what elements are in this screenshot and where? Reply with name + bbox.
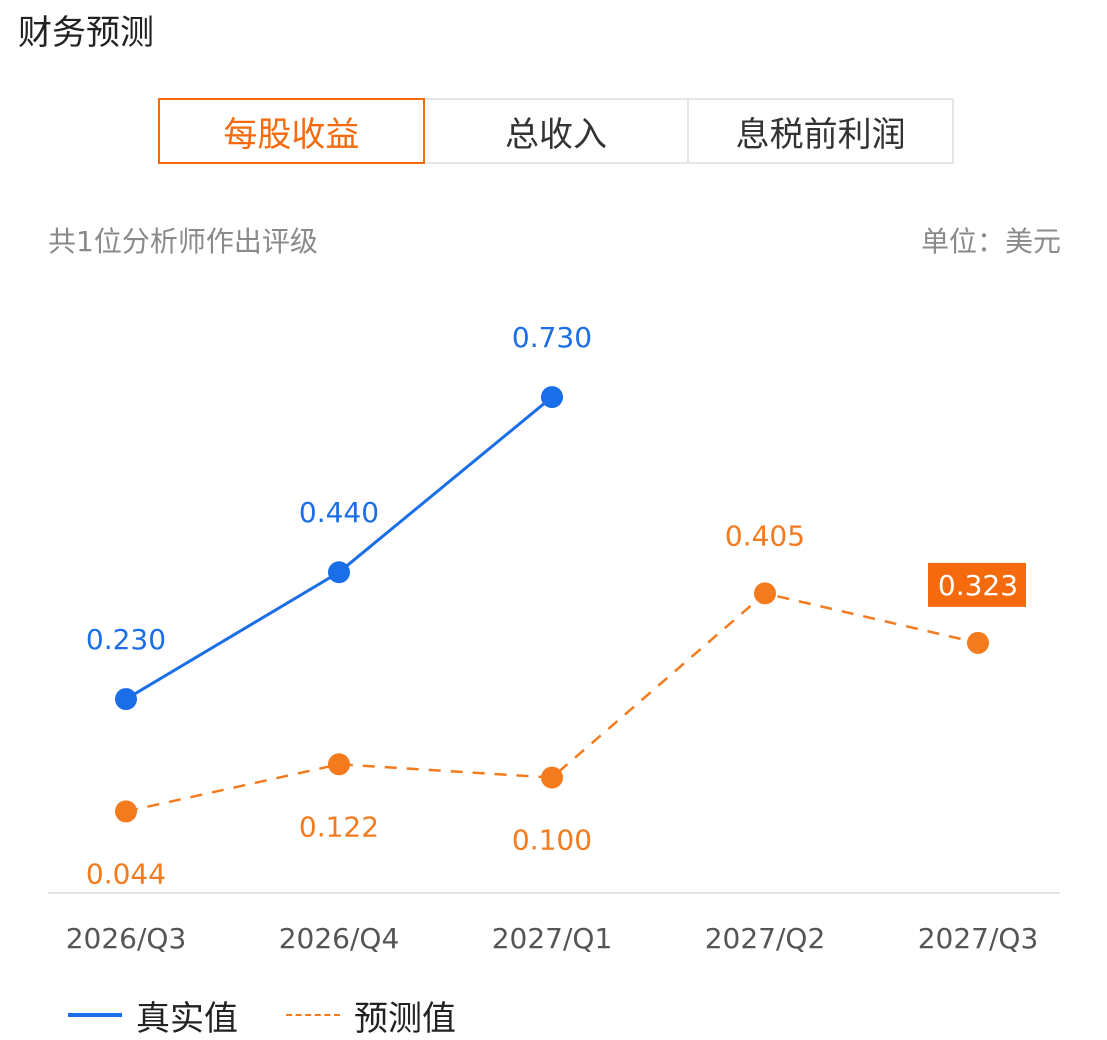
forecast-data-label: 0.405 — [725, 519, 805, 552]
legend-forecast[interactable]: 预测值 — [286, 991, 456, 1040]
forecast-data-label: 0.100 — [512, 824, 592, 857]
forecast-series-point — [541, 766, 563, 789]
x-tick-label: 2027/Q1 — [492, 922, 613, 955]
tab-revenue[interactable]: 总收入 — [424, 98, 690, 164]
legend-actual[interactable]: 真实值 — [68, 991, 238, 1040]
tab-eps[interactable]: 每股收益 — [158, 98, 425, 164]
page-title: 财务预测 — [18, 13, 154, 53]
forecast-data-label: 0.122 — [299, 810, 379, 843]
actual-data-label: 0.440 — [299, 496, 379, 529]
forecast-series-point — [754, 582, 776, 605]
actual-data-label: 0.230 — [86, 623, 166, 656]
x-tick-label: 2026/Q4 — [279, 922, 400, 955]
actual-data-label: 0.730 — [512, 321, 592, 354]
tab-ebit[interactable]: 息税前利润 — [689, 98, 955, 164]
chart-legend: 真实值 预测值 — [68, 990, 504, 1040]
forecast-series-point — [115, 800, 137, 823]
forecast-data-label: 0.044 — [86, 857, 166, 890]
forecast-highlight-box — [928, 562, 1026, 607]
legend-forecast-label: 预测值 — [354, 998, 456, 1039]
x-tick-label: 2027/Q3 — [918, 922, 1039, 955]
legend-forecast-swatch — [286, 1014, 340, 1016]
unit-text: 单位：美元 — [920, 225, 1061, 258]
actual-series-line — [125, 395, 553, 701]
forecast-data-label: 0.323 — [938, 569, 1018, 602]
legend-actual-swatch — [68, 1013, 122, 1017]
forecast-series-point — [328, 753, 350, 776]
forecast-series-point — [967, 631, 989, 654]
x-tick-label: 2026/Q3 — [66, 922, 187, 955]
actual-series-point — [328, 561, 350, 584]
actual-series-point — [115, 688, 137, 711]
actual-series-point — [541, 386, 563, 409]
x-tick-label: 2027/Q2 — [705, 922, 826, 955]
legend-actual-label: 真实值 — [136, 998, 238, 1039]
analyst-count-text: 共1位分析师作出评级 — [48, 225, 318, 258]
metric-tabs: 每股收益 总收入 息税前利润 — [158, 98, 955, 164]
